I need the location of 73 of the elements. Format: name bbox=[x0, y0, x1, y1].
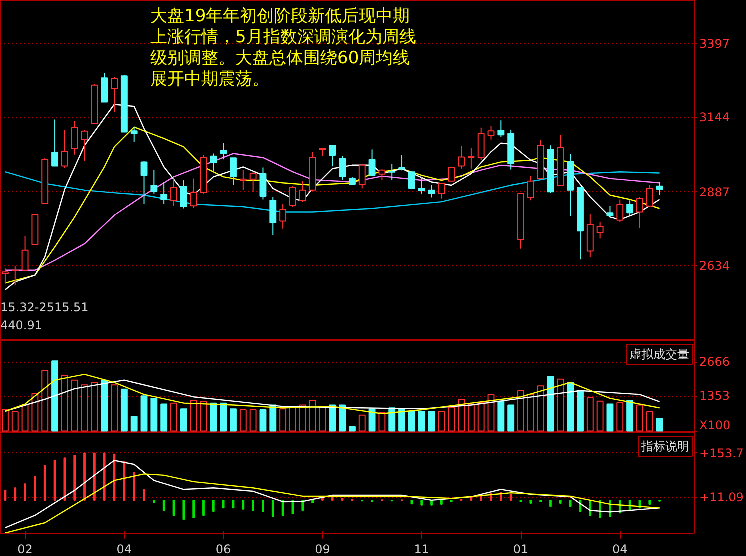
x-tick-label: 04 bbox=[612, 542, 628, 556]
candlestick bbox=[220, 142, 228, 160]
candlestick bbox=[488, 126, 495, 140]
line-series bbox=[4, 104, 660, 290]
y-tick-label: 3397 bbox=[700, 37, 730, 52]
annotation: 440.91 bbox=[0, 318, 42, 332]
candlestick bbox=[299, 180, 306, 203]
x-tick-label: 11 bbox=[414, 542, 430, 556]
candlestick bbox=[12, 266, 19, 286]
candlestick bbox=[448, 167, 456, 182]
candlestick bbox=[596, 222, 604, 240]
candlestick bbox=[230, 158, 237, 186]
candlestick bbox=[270, 196, 277, 236]
candlestick bbox=[170, 178, 178, 207]
candlestick bbox=[210, 153, 218, 173]
x-tick-label: 01 bbox=[513, 542, 529, 556]
candlestick bbox=[130, 126, 138, 143]
candlestick bbox=[289, 186, 296, 208]
y-tick-label: 1353 bbox=[700, 389, 730, 404]
x-tick-label: 04 bbox=[116, 542, 132, 556]
candlestick bbox=[339, 156, 346, 180]
candlestick bbox=[368, 149, 376, 176]
candlestick bbox=[458, 146, 465, 170]
annotation: 15.32-2515.51 bbox=[0, 300, 89, 314]
candlestick bbox=[260, 167, 267, 200]
candlestick bbox=[388, 163, 396, 182]
candlestick bbox=[280, 204, 287, 230]
candlestick bbox=[61, 130, 68, 169]
x-tick-label: 09 bbox=[315, 542, 330, 556]
candlestick bbox=[606, 206, 614, 218]
line-series bbox=[4, 153, 660, 272]
y-tick-label: +11.09 bbox=[700, 490, 744, 505]
candlestick bbox=[527, 176, 534, 202]
x-tick-label: 02 bbox=[18, 542, 33, 556]
text: 指标说明 bbox=[640, 440, 690, 454]
candlestick bbox=[140, 160, 148, 205]
candlestick bbox=[250, 172, 257, 193]
candlestick bbox=[398, 155, 406, 172]
candlestick bbox=[22, 236, 29, 272]
candlestick bbox=[240, 170, 247, 191]
candlestick bbox=[329, 145, 336, 168]
candlestick bbox=[438, 183, 446, 200]
candlestick bbox=[498, 120, 505, 138]
candlestick bbox=[418, 176, 426, 194]
candlestick bbox=[111, 76, 118, 113]
y-tick-label: 2634 bbox=[700, 258, 730, 273]
line-series bbox=[4, 126, 660, 284]
candlestick bbox=[180, 180, 188, 210]
candlestick bbox=[646, 184, 654, 208]
candlestick bbox=[656, 182, 664, 196]
y-tick-label: 2887 bbox=[700, 185, 730, 200]
text: 大盘19年年初创阶段新低后现中期上涨行情，5月指数深调演化为周线级别调整。大盘总体围绕60周均线展开中期震荡。 bbox=[150, 6, 416, 90]
candlestick bbox=[358, 163, 366, 190]
candlestick bbox=[428, 184, 436, 198]
y-tick-label: 2666 bbox=[700, 355, 730, 370]
y-tick-label: X100 bbox=[700, 418, 731, 432]
x-tick-label: 06 bbox=[216, 542, 232, 556]
candlestick bbox=[626, 200, 634, 216]
candlestick bbox=[160, 182, 168, 205]
text: 虚拟成交量 bbox=[630, 348, 690, 362]
line-series bbox=[4, 460, 660, 529]
y-tick-label: +153.7 bbox=[700, 446, 744, 460]
candlestick bbox=[81, 130, 88, 162]
line-series bbox=[4, 474, 660, 534]
candlestick bbox=[71, 120, 78, 156]
candlestick bbox=[468, 147, 475, 170]
candlestick bbox=[52, 119, 59, 167]
y-tick-label: 3144 bbox=[700, 110, 730, 125]
candlestick bbox=[190, 178, 198, 209]
candlestick bbox=[150, 170, 158, 194]
candlestick bbox=[636, 196, 644, 229]
candlestick bbox=[616, 199, 624, 223]
candlestick bbox=[408, 172, 416, 190]
